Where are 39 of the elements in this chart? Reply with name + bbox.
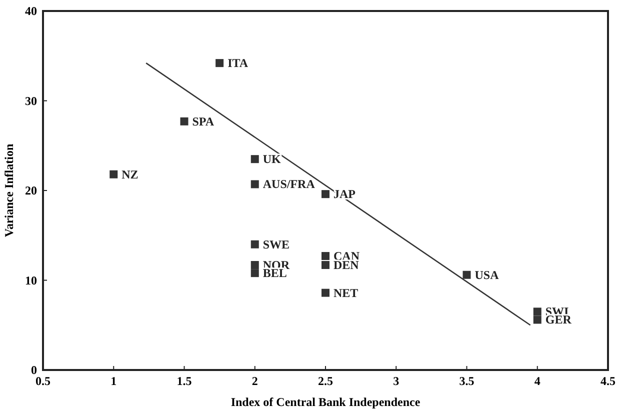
- x-tick-label: 0.5: [36, 374, 50, 388]
- y-tick-label: 10: [25, 273, 37, 288]
- x-tick-label: 3.5: [459, 374, 474, 388]
- y-tick-label: 40: [25, 4, 37, 18]
- annotation: NET: [334, 286, 358, 300]
- annotation: NZ: [122, 167, 138, 182]
- point: [250, 269, 259, 278]
- y-tick-label: 30: [25, 94, 37, 108]
- x-axis-title: Index of Central Bank Independence: [230, 395, 421, 409]
- annotation: UK: [262, 152, 282, 166]
- point: [533, 308, 542, 316]
- x-tick-label: 4: [534, 374, 540, 388]
- x-tick-label: 2.5: [318, 374, 333, 388]
- point: [322, 260, 330, 269]
- x-tick-label: 4.5: [600, 374, 616, 388]
- point: [250, 260, 259, 269]
- annotation: AUS/FRA: [262, 177, 316, 192]
- annotation: SWE: [262, 237, 290, 252]
- point: [250, 155, 259, 164]
- point: [110, 170, 118, 178]
- y-tick-label: 0: [31, 363, 37, 377]
- point: [180, 117, 188, 126]
- y-axis-title: Variance Inflation: [2, 144, 16, 238]
- x-tick-label: 1: [110, 374, 117, 388]
- x-tick-label: 1.5: [176, 374, 192, 388]
- x-tick-label: 3: [393, 374, 400, 388]
- x-tick-label: 2: [252, 374, 258, 388]
- point: [322, 190, 330, 198]
- y-tick-label: 20: [25, 184, 37, 198]
- annotation: SPA: [192, 114, 214, 128]
- point: [216, 59, 224, 68]
- annotation: USA: [474, 268, 500, 282]
- point: [322, 252, 330, 260]
- point: [322, 288, 330, 297]
- point: [462, 270, 471, 279]
- annotation: ITA: [228, 56, 248, 70]
- point: [250, 240, 259, 248]
- point: [533, 316, 542, 324]
- point: [250, 180, 259, 188]
